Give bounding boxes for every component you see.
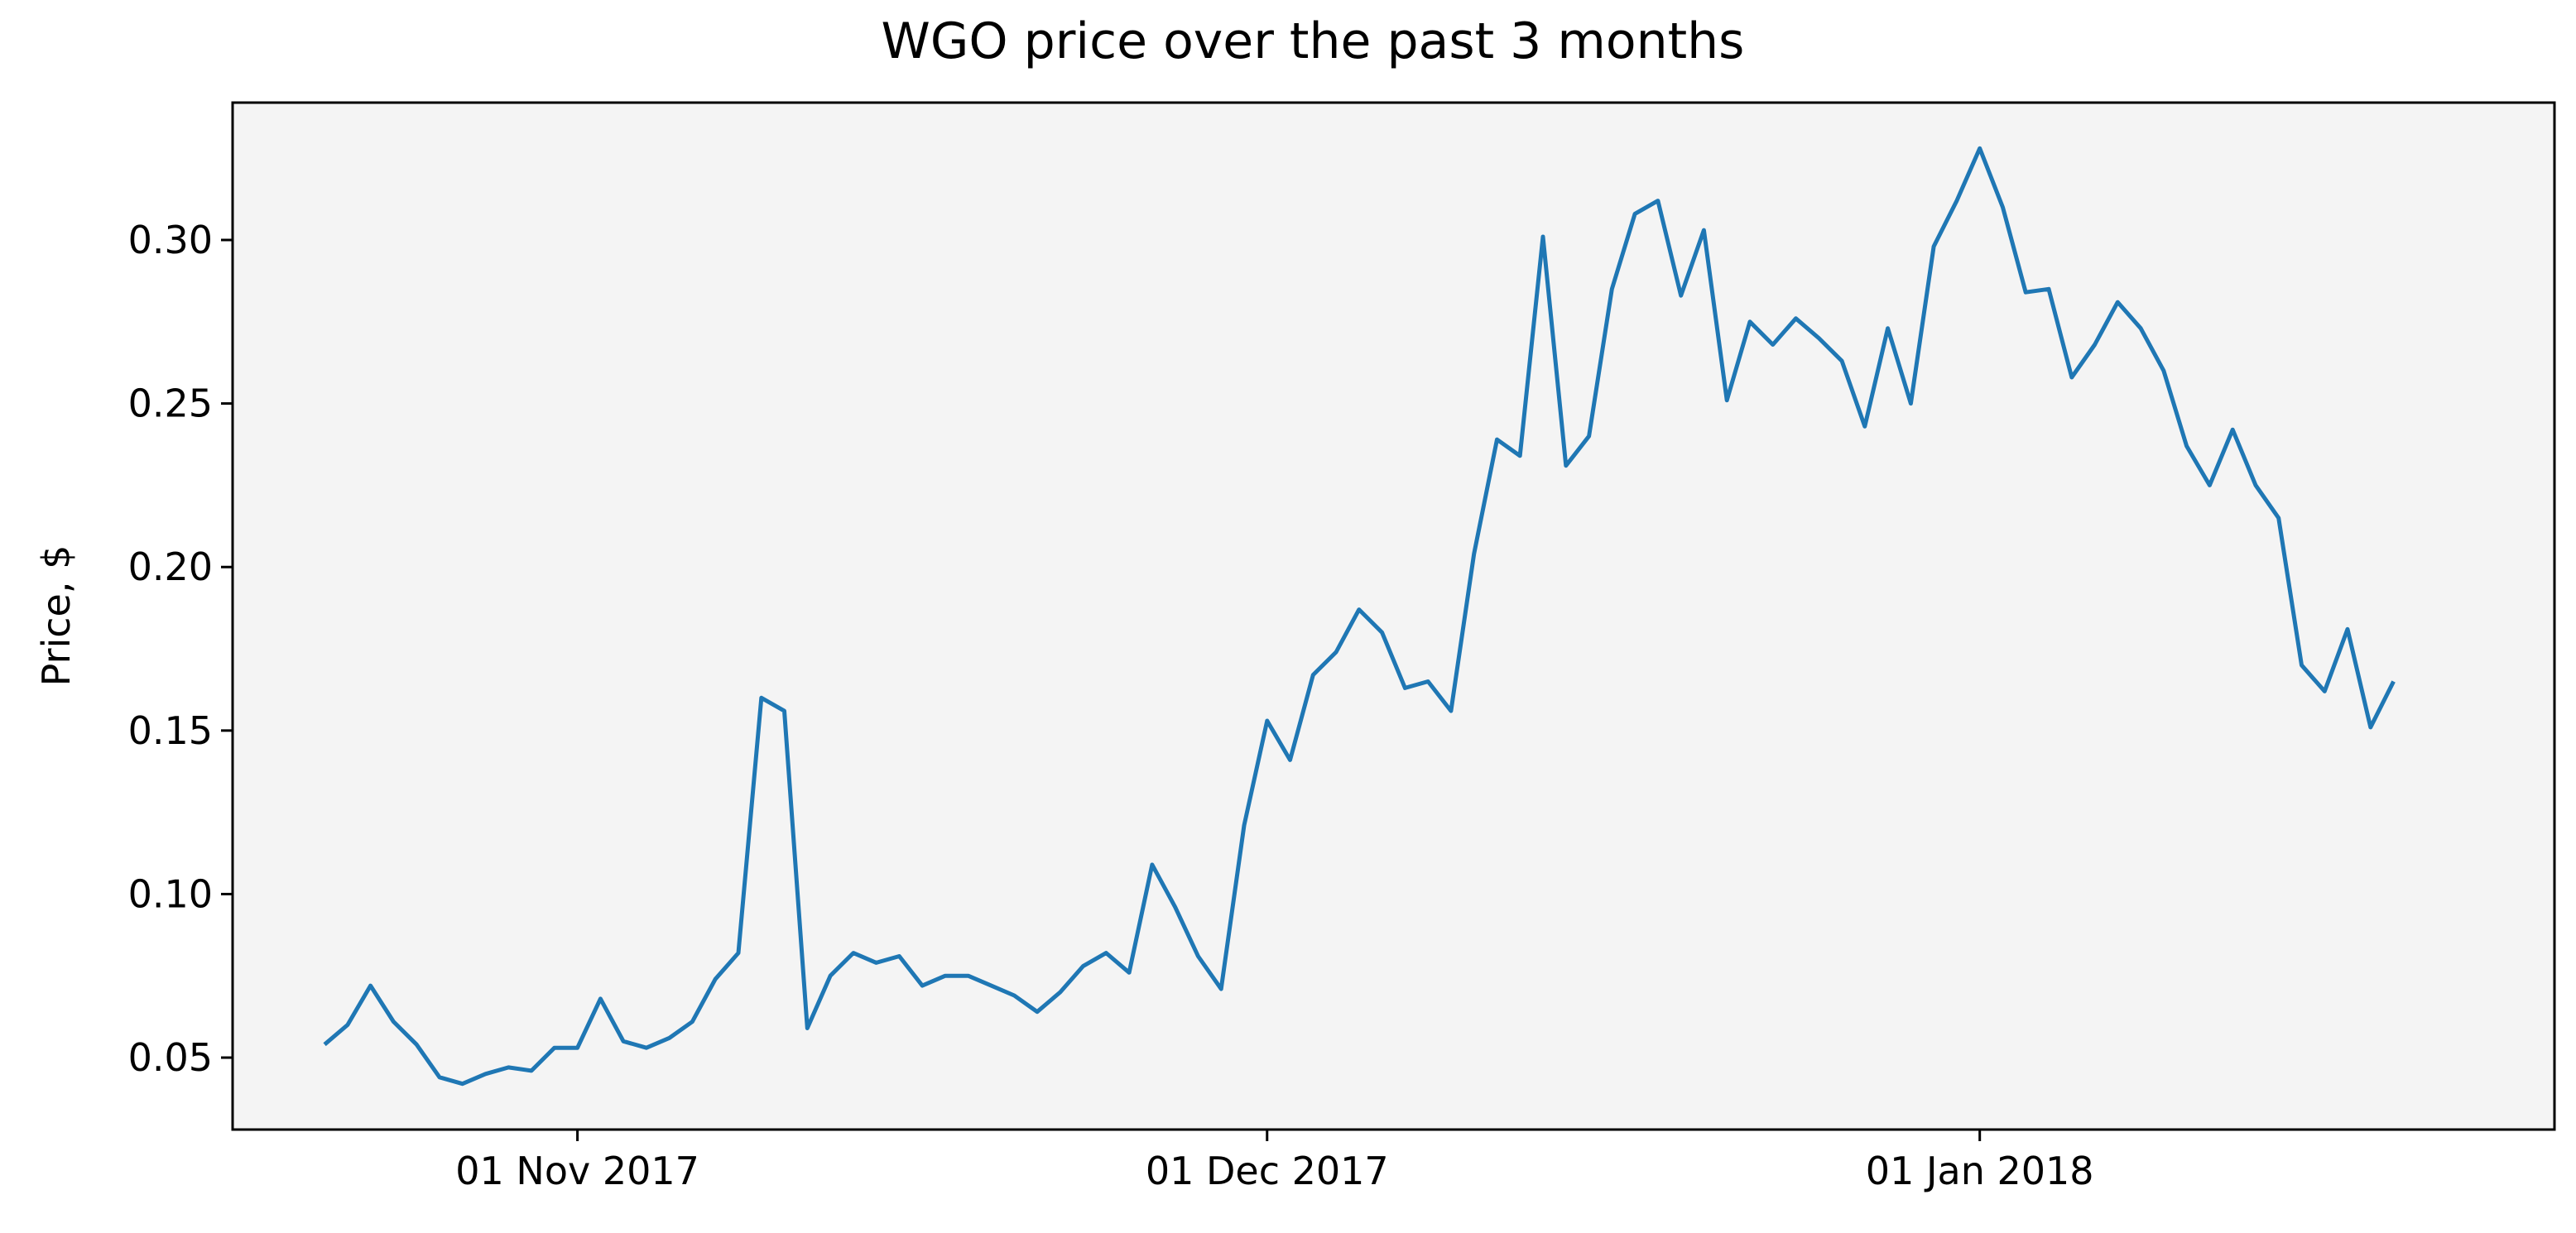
y-axis: 0.05 0.10 0.15 0.20 0.25 0.30 xyxy=(128,218,233,1080)
plot-area xyxy=(233,103,2554,1130)
x-tick-label: 01 Jan 2018 xyxy=(1866,1149,2094,1193)
price-line xyxy=(323,146,2396,1087)
y-tick-label: 0.05 xyxy=(128,1035,213,1080)
y-tick-label: 0.20 xyxy=(128,545,213,589)
y-tick-label: 0.25 xyxy=(128,381,213,426)
x-tick-label: 01 Nov 2017 xyxy=(455,1149,699,1193)
y-tick-label: 0.15 xyxy=(128,708,213,753)
x-axis: 01 Nov 2017 01 Dec 2017 01 Jan 2018 xyxy=(455,1130,2094,1193)
plot-frame xyxy=(231,101,2556,1131)
y-tick-label: 0.30 xyxy=(128,218,213,262)
y-tick-label: 0.10 xyxy=(128,871,213,916)
x-tick-label: 01 Dec 2017 xyxy=(1146,1149,1389,1193)
chart-title: WGO price over the past 3 months xyxy=(882,12,1745,70)
y-axis-label: Price, $ xyxy=(34,545,79,687)
